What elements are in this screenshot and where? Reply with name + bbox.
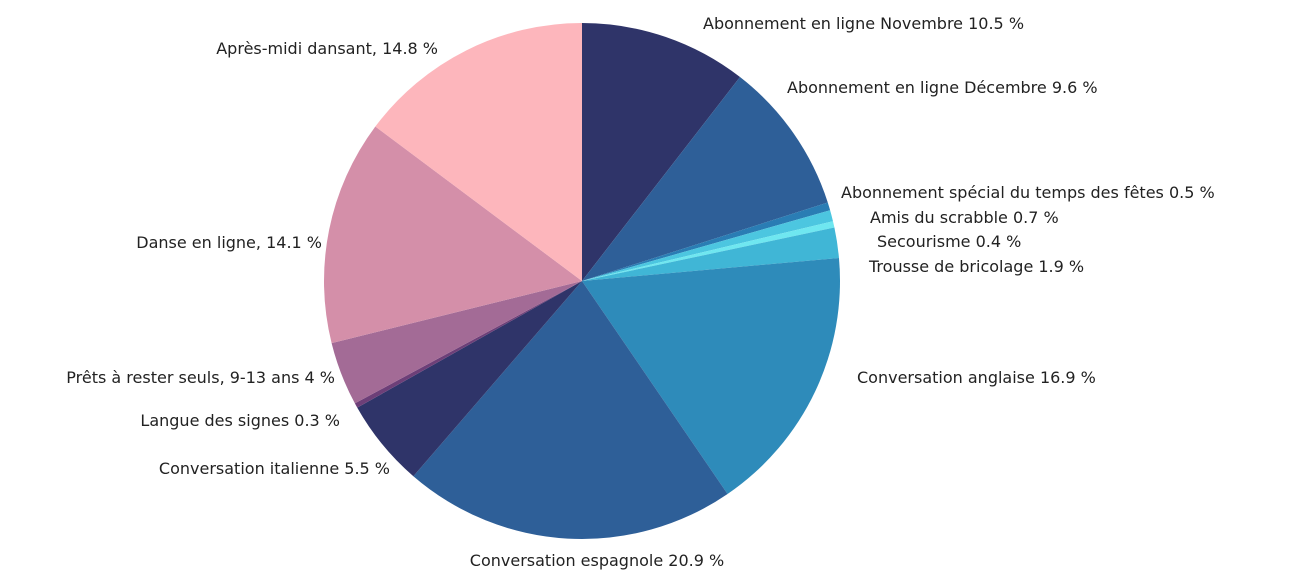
category-name: Amis du scrabble	[870, 208, 1008, 227]
value-label: 1.9 %	[1038, 257, 1084, 276]
slice-label: Abonnement en ligne Novembre 10.5 %	[703, 14, 1024, 33]
value-label: 0.3 %	[294, 411, 340, 430]
category-name: Conversation anglaise	[857, 368, 1035, 387]
value-label: 16.9 %	[1040, 368, 1096, 387]
category-name: Trousse de bricolage	[868, 257, 1033, 276]
slice-label: Trousse de bricolage 1.9 %	[868, 257, 1084, 276]
value-label: 10.5 %	[968, 14, 1024, 33]
pie-slice	[582, 221, 835, 281]
value-label: 9.6 %	[1052, 78, 1098, 97]
category-name: Langue des signes	[140, 411, 289, 430]
pie-slice	[582, 77, 828, 282]
pie-slice	[582, 257, 841, 495]
category-name: Abonnement en ligne Novembre	[703, 14, 963, 33]
value-label: 14.8 %	[382, 39, 438, 58]
slice-label: Amis du scrabble 0.7 %	[870, 208, 1059, 227]
slice-label: Conversation espagnole 20.9 %	[470, 551, 724, 570]
category-name: Abonnement en ligne Décembre	[787, 78, 1047, 97]
category-name: Conversation espagnole	[470, 551, 663, 570]
value-label: 5.5 %	[344, 459, 390, 478]
value-label: 4 %	[305, 368, 335, 387]
slice-label: Conversation anglaise 16.9 %	[857, 368, 1096, 387]
pie-slice	[582, 202, 831, 281]
slice-label: Secourisme 0.4 %	[877, 232, 1021, 251]
pie-slice	[331, 281, 582, 404]
slice-label: Prêts à rester seuls, 9-13 ans 4 %	[66, 368, 335, 387]
pie-slice	[324, 126, 582, 344]
slice-label: Langue des signes 0.3 %	[140, 411, 340, 430]
category-name: Danse en ligne,	[136, 233, 261, 252]
category-name: Abonnement spécial du temps des fêtes	[841, 183, 1169, 202]
slice-label: Abonnement en ligne Décembre 9.6 %	[787, 78, 1098, 97]
slice-label: Conversation italienne 5.5 %	[159, 459, 390, 478]
pie-slice	[582, 23, 740, 281]
pie-slice	[582, 227, 839, 281]
value-label: 0.7 %	[1013, 208, 1059, 227]
value-label: 0.5 %	[1169, 183, 1215, 202]
category-name: Conversation italienne	[159, 459, 339, 478]
pie-slice	[357, 281, 582, 477]
pie-slice	[354, 281, 582, 408]
category-name: Après-midi dansant,	[216, 39, 377, 58]
slice-label: Après-midi dansant, 14.8 %	[216, 39, 438, 58]
pie-slice	[582, 210, 833, 281]
pie-slice	[413, 281, 728, 539]
category-name: Secourisme	[877, 232, 971, 251]
category-name: Prêts à rester seuls, 9-13 ans	[66, 368, 299, 387]
slice-label: Abonnement spécial du temps des fêtes 0.…	[841, 183, 1215, 202]
value-label: 14.1 %	[266, 233, 322, 252]
pie-slice	[375, 23, 582, 281]
slice-label: Danse en ligne, 14.1 %	[136, 233, 322, 252]
value-label: 20.9 %	[668, 551, 724, 570]
value-label: 0.4 %	[976, 232, 1022, 251]
